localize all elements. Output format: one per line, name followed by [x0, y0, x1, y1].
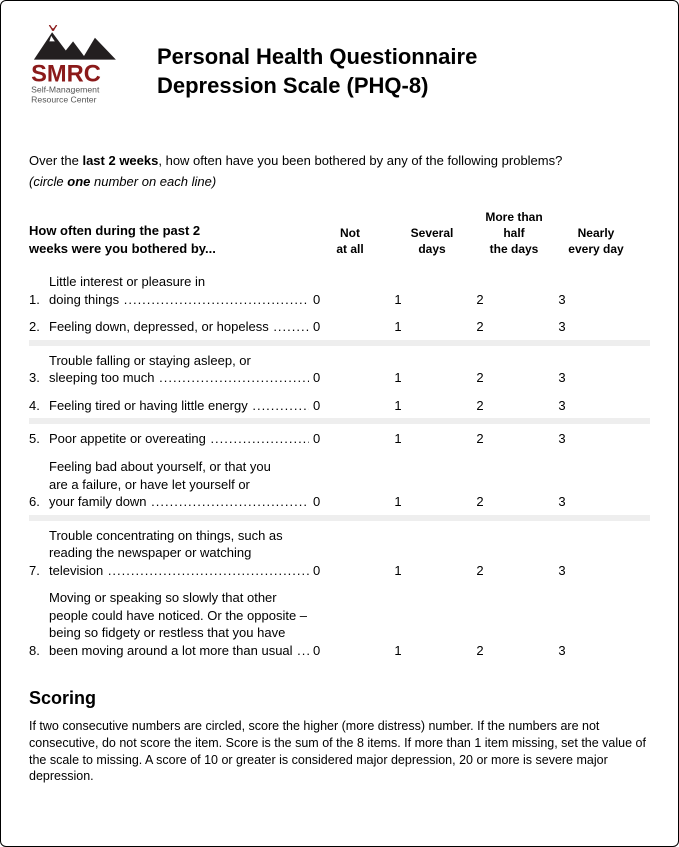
logo-sub2: Resource Center: [31, 94, 96, 104]
scale-0[interactable]: 0: [309, 562, 357, 580]
page-title: Personal Health Questionnaire Depression…: [157, 43, 477, 100]
question-row: 1.Little interest or pleasure indoing th…: [29, 267, 650, 312]
scale-1[interactable]: 1: [357, 369, 439, 387]
question-number: 7.: [29, 562, 49, 580]
scale-0[interactable]: 0: [309, 291, 357, 309]
col-more-than-half: More thanhalfthe days: [473, 209, 555, 258]
col-several-days: Severaldays: [391, 225, 473, 257]
table-header: How often during the past 2 weeks were y…: [29, 209, 650, 258]
scale-2[interactable]: 2: [439, 493, 521, 511]
scale-3[interactable]: 3: [521, 562, 603, 580]
question-text: Trouble falling or staying asleep, orsle…: [49, 352, 309, 387]
scale-0[interactable]: 0: [309, 430, 357, 448]
scale-2[interactable]: 2: [439, 369, 521, 387]
question-text: Poor appetite or overeating: [49, 430, 309, 448]
question-number: 8.: [29, 642, 49, 660]
scale-1[interactable]: 1: [357, 397, 439, 415]
scale-1[interactable]: 1: [357, 493, 439, 511]
scale-3[interactable]: 3: [521, 318, 603, 336]
scale-0[interactable]: 0: [309, 397, 357, 415]
question-row: 7.Trouble concentrating on things, such …: [29, 521, 650, 584]
scale-3[interactable]: 3: [521, 493, 603, 511]
scale-0[interactable]: 0: [309, 369, 357, 387]
scale-1[interactable]: 1: [357, 318, 439, 336]
scale-2[interactable]: 2: [439, 642, 521, 660]
question-row: 2.Feeling down, depressed, or hopeless01…: [29, 312, 650, 340]
scale-2[interactable]: 2: [439, 430, 521, 448]
scale-1[interactable]: 1: [357, 642, 439, 660]
scale-3[interactable]: 3: [521, 291, 603, 309]
scale-2[interactable]: 2: [439, 318, 521, 336]
title-line1: Personal Health Questionnaire: [157, 43, 477, 72]
scale-3[interactable]: 3: [521, 397, 603, 415]
question-text: Little interest or pleasure indoing thin…: [49, 273, 309, 308]
scoring-text: If two consecutive numbers are circled, …: [29, 718, 650, 786]
scale-2[interactable]: 2: [439, 562, 521, 580]
scale-0[interactable]: 0: [309, 642, 357, 660]
col-not-at-all: Notat all: [309, 225, 391, 257]
intro-subtext: (circle one number on each line): [29, 173, 650, 191]
scoring-heading: Scoring: [29, 686, 650, 710]
scale-3[interactable]: 3: [521, 642, 603, 660]
scale-2[interactable]: 2: [439, 397, 521, 415]
scale-0[interactable]: 0: [309, 318, 357, 336]
scale-3[interactable]: 3: [521, 430, 603, 448]
scale-1[interactable]: 1: [357, 562, 439, 580]
question-number: 2.: [29, 318, 49, 336]
scale-0[interactable]: 0: [309, 493, 357, 511]
question-row: 8.Moving or speaking so slowly that othe…: [29, 583, 650, 663]
question-number: 5.: [29, 430, 49, 448]
question-row: 3.Trouble falling or staying asleep, ors…: [29, 346, 650, 391]
intro-text: Over the last 2 weeks, how often have yo…: [29, 152, 650, 170]
question-number: 4.: [29, 397, 49, 415]
question-number: 6.: [29, 493, 49, 511]
col-nearly-every-day: Nearlyevery day: [555, 225, 637, 257]
question-number: 1.: [29, 291, 49, 309]
scale-1[interactable]: 1: [357, 291, 439, 309]
logo: SMRC Self-Management Resource Center: [29, 25, 139, 112]
question-text: Feeling bad about yourself, or that youa…: [49, 458, 309, 511]
question-rows: 1.Little interest or pleasure indoing th…: [29, 267, 650, 663]
question-row: 6.Feeling bad about yourself, or that yo…: [29, 452, 650, 515]
prompt-header: How often during the past 2 weeks were y…: [29, 222, 309, 257]
scale-2[interactable]: 2: [439, 291, 521, 309]
scale-3[interactable]: 3: [521, 369, 603, 387]
question-text: Feeling down, depressed, or hopeless: [49, 318, 309, 336]
header: SMRC Self-Management Resource Center Per…: [29, 25, 650, 112]
logo-sub1: Self-Management: [31, 84, 100, 94]
scale-1[interactable]: 1: [357, 430, 439, 448]
question-row: 5.Poor appetite or overeating0123: [29, 424, 650, 452]
question-text: Trouble concentrating on things, such as…: [49, 527, 309, 580]
question-row: 4.Feeling tired or having little energy0…: [29, 391, 650, 419]
question-number: 3.: [29, 369, 49, 387]
question-text: Feeling tired or having little energy: [49, 397, 309, 415]
question-text: Moving or speaking so slowly that otherp…: [49, 589, 309, 659]
title-line2: Depression Scale (PHQ-8): [157, 72, 477, 101]
